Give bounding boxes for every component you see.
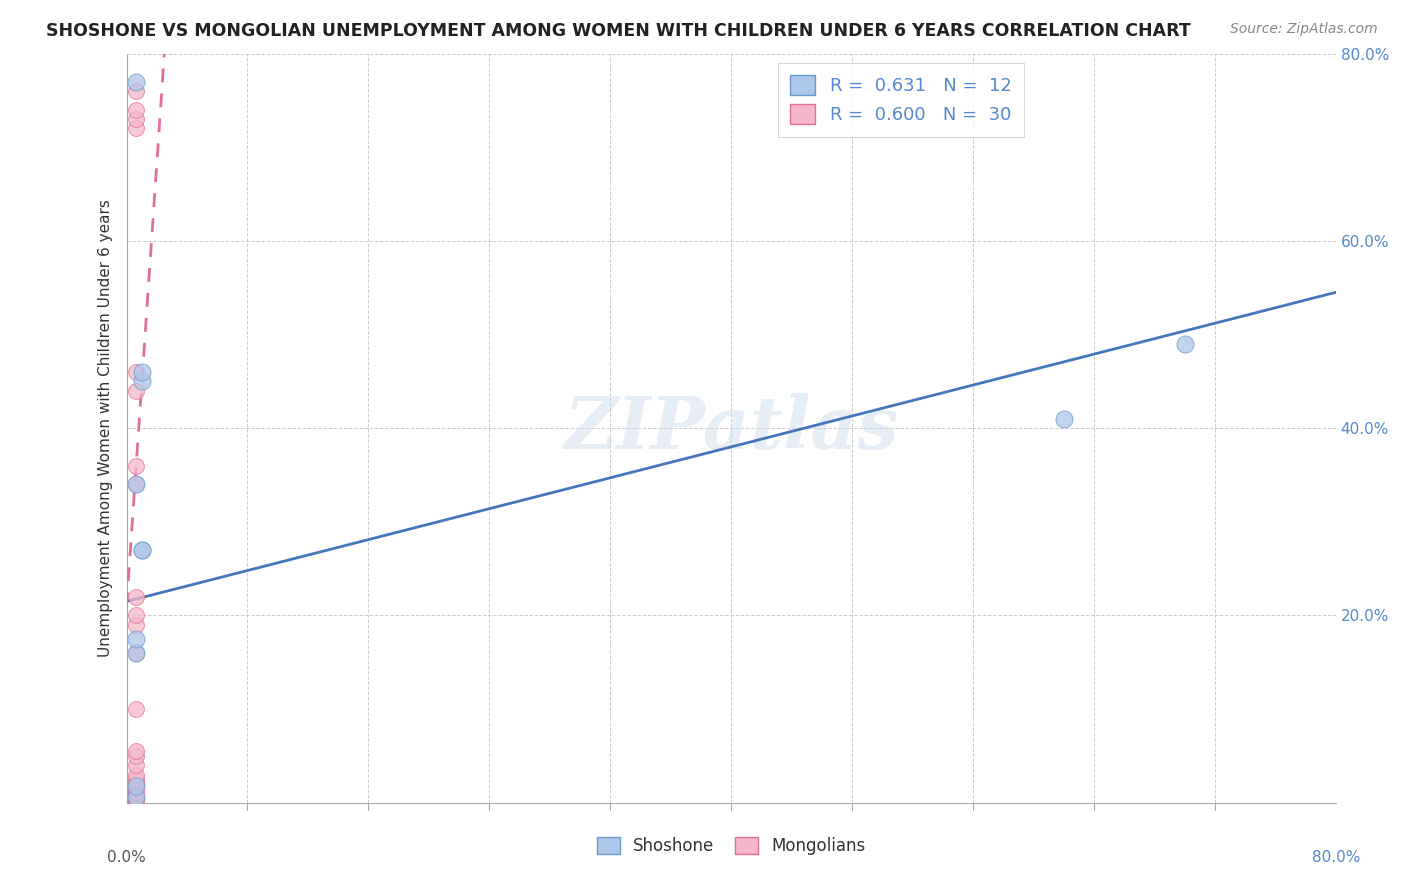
Point xyxy=(124,365,146,379)
Point xyxy=(124,618,146,632)
Point xyxy=(124,121,146,136)
Point xyxy=(124,784,146,798)
Point xyxy=(131,375,153,389)
Point xyxy=(124,779,146,793)
Point xyxy=(124,795,146,809)
Point xyxy=(124,84,146,98)
Point xyxy=(124,781,146,796)
Point xyxy=(124,744,146,758)
Point xyxy=(124,792,146,806)
Point xyxy=(131,542,153,557)
Point xyxy=(124,384,146,398)
Point xyxy=(124,779,146,793)
Point xyxy=(124,772,146,787)
Point xyxy=(124,103,146,117)
Point xyxy=(124,767,146,781)
Point xyxy=(124,791,146,805)
Point xyxy=(131,542,153,557)
Point xyxy=(124,608,146,623)
Point xyxy=(124,632,146,646)
Point xyxy=(124,789,146,803)
Text: SHOSHONE VS MONGOLIAN UNEMPLOYMENT AMONG WOMEN WITH CHILDREN UNDER 6 YEARS CORRE: SHOSHONE VS MONGOLIAN UNEMPLOYMENT AMONG… xyxy=(46,22,1191,40)
Point xyxy=(124,477,146,491)
Point xyxy=(1173,337,1195,351)
Legend: Shoshone, Mongolians: Shoshone, Mongolians xyxy=(591,830,872,862)
Point xyxy=(1053,412,1076,426)
Text: 80.0%: 80.0% xyxy=(1312,849,1360,864)
Y-axis label: Unemployment Among Women with Children Under 6 years: Unemployment Among Women with Children U… xyxy=(97,199,112,657)
Point xyxy=(124,646,146,660)
Text: Source: ZipAtlas.com: Source: ZipAtlas.com xyxy=(1230,22,1378,37)
Point xyxy=(124,794,146,808)
Point xyxy=(124,790,146,805)
Point xyxy=(124,796,146,810)
Point xyxy=(124,590,146,604)
Point xyxy=(124,793,146,807)
Point xyxy=(124,777,146,791)
Point xyxy=(124,758,146,772)
Text: ZIPatlas: ZIPatlas xyxy=(564,392,898,464)
Point xyxy=(131,365,153,379)
Point xyxy=(124,112,146,127)
Point xyxy=(124,458,146,473)
Point xyxy=(124,749,146,764)
Point xyxy=(124,702,146,716)
Point xyxy=(124,646,146,660)
Point xyxy=(124,477,146,491)
Point xyxy=(124,75,146,89)
Point xyxy=(124,775,146,789)
Text: 0.0%: 0.0% xyxy=(107,849,146,864)
